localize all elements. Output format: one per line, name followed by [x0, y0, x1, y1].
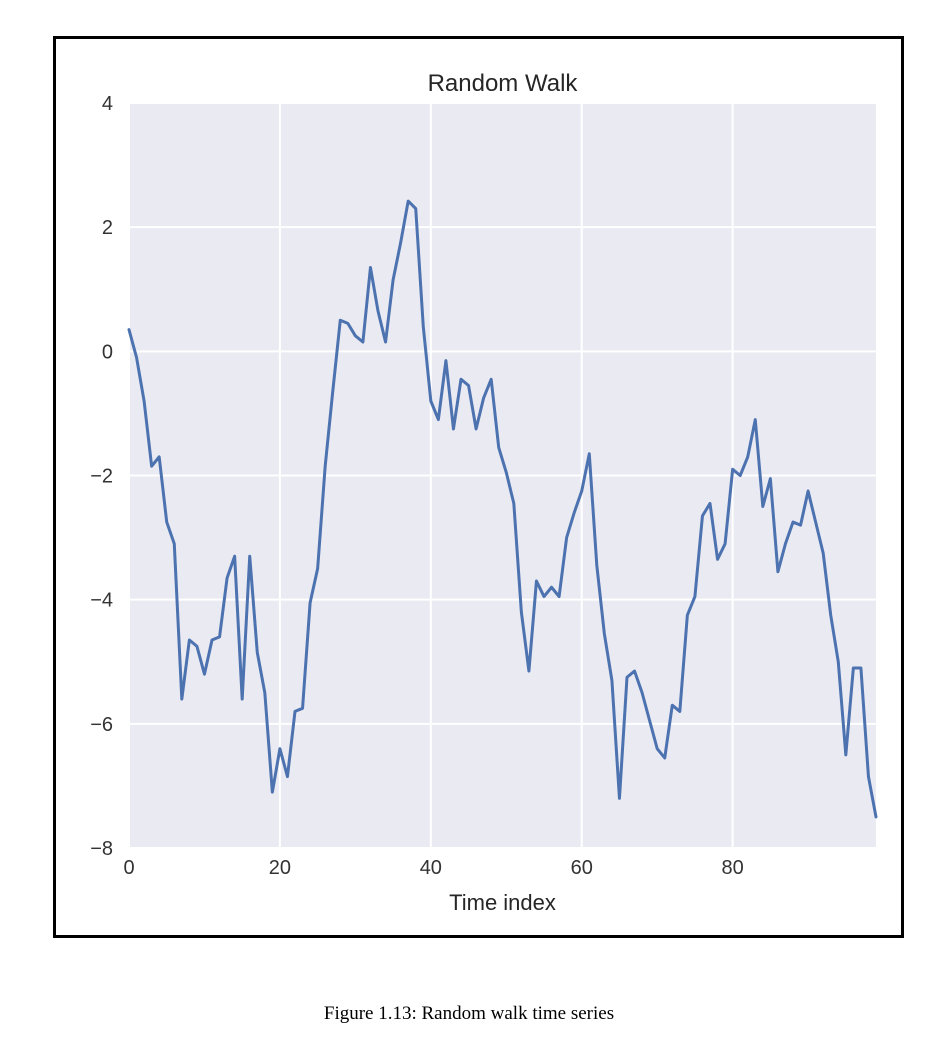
- x-tick-label: 0: [123, 857, 134, 879]
- x-tick-label: 60: [571, 857, 593, 879]
- x-tick-label: 20: [269, 857, 291, 879]
- figure-caption: Figure 1.13: Random walk time series: [323, 1003, 615, 1024]
- x-axis-label: Time index: [449, 890, 556, 915]
- series-layer: [127, 199, 878, 819]
- figure-frame: 0 20 40 60 80 4 2 0 −2 −4 −6 −8 Random Walk Time in…: [53, 36, 904, 938]
- y-tick-label: −4: [90, 590, 113, 612]
- y-tick-label: −2: [90, 466, 113, 488]
- y-tick-label: 0: [102, 341, 113, 363]
- grid-lines: [128, 102, 876, 849]
- x-tick-label: 40: [420, 857, 442, 879]
- y-tick-label: 4: [102, 93, 113, 115]
- y-tick-label: −8: [90, 838, 113, 860]
- x-tick-label: 80: [722, 857, 744, 879]
- y-tick-label: 2: [102, 217, 113, 239]
- chart-title: Random Walk: [428, 70, 579, 97]
- series-line: [127, 199, 878, 819]
- y-tick-label: −6: [90, 714, 113, 736]
